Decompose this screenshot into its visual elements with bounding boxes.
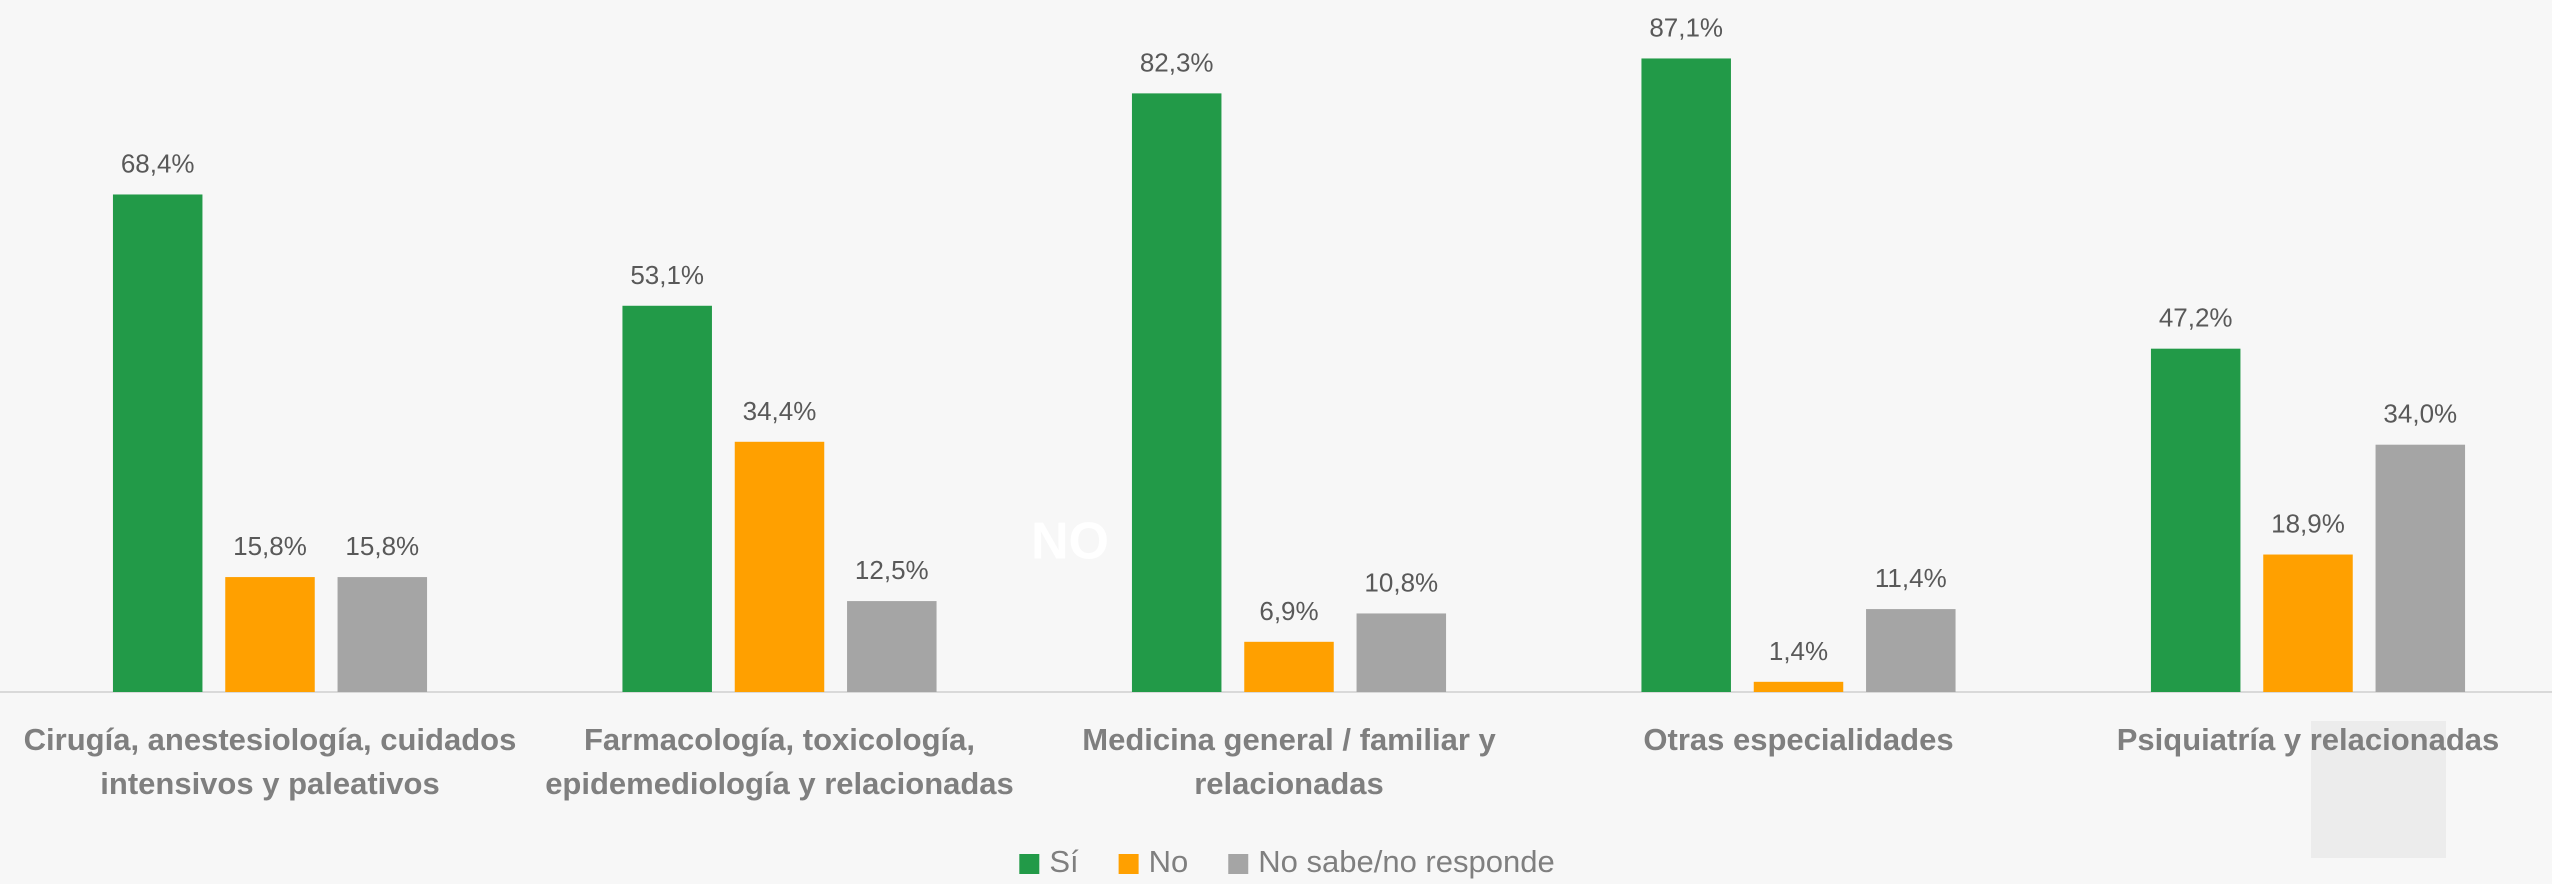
bar — [337, 577, 428, 692]
x-tick-label: Farmacología, toxicología, epidemediologí… — [545, 722, 1014, 801]
value-label: 82,3% — [1140, 47, 1214, 77]
value-label: 68,4% — [121, 148, 195, 178]
legend-label: No — [1149, 844, 1189, 879]
annotation: NO — [1031, 513, 1109, 571]
value-label: 6,9% — [1259, 596, 1318, 626]
x-tick-label: Psiquiatría y relacionadas — [2117, 722, 2500, 757]
value-label: 15,8% — [233, 531, 307, 561]
legend-swatch — [1228, 854, 1249, 874]
value-label: 10,8% — [1364, 567, 1438, 597]
bar — [622, 305, 712, 692]
bar — [734, 441, 825, 692]
x-tick-label: Otras especialidades — [1643, 722, 1953, 757]
bar — [1641, 58, 1731, 693]
bar — [1866, 609, 1956, 692]
x-tick-label: Medicina general / familiar y relacionada… — [1082, 722, 1496, 801]
bar — [225, 577, 315, 692]
value-label: 87,1% — [1649, 12, 1723, 42]
overlay-box — [2311, 721, 2446, 858]
bar — [2150, 348, 2241, 692]
bar — [1244, 641, 1334, 692]
value-label: 1,4% — [1769, 636, 1828, 666]
bar — [1753, 681, 1844, 692]
legend-label: No sabe/no responde — [1258, 844, 1554, 879]
bar — [847, 601, 937, 692]
x-tick-label: Cirugía, anestesiología, cuidados intensi… — [24, 722, 517, 801]
value-label: 53,1% — [630, 260, 704, 290]
value-label: 15,8% — [345, 531, 419, 561]
value-label: 47,2% — [2159, 303, 2233, 333]
value-label: 11,4% — [1875, 563, 1947, 593]
legend-label: Sí — [1049, 844, 1079, 879]
value-label: 34,0% — [2383, 399, 2457, 429]
legend-swatch — [1019, 854, 1040, 874]
bar — [2263, 554, 2353, 692]
bar — [112, 194, 203, 693]
legend-swatch — [1118, 854, 1139, 874]
bar — [1356, 613, 1447, 692]
bar — [2375, 444, 2466, 692]
value-label: 34,4% — [743, 396, 817, 426]
bar — [1131, 93, 1222, 692]
value-label: 18,9% — [2271, 509, 2345, 539]
value-label: 12,5% — [855, 555, 929, 585]
